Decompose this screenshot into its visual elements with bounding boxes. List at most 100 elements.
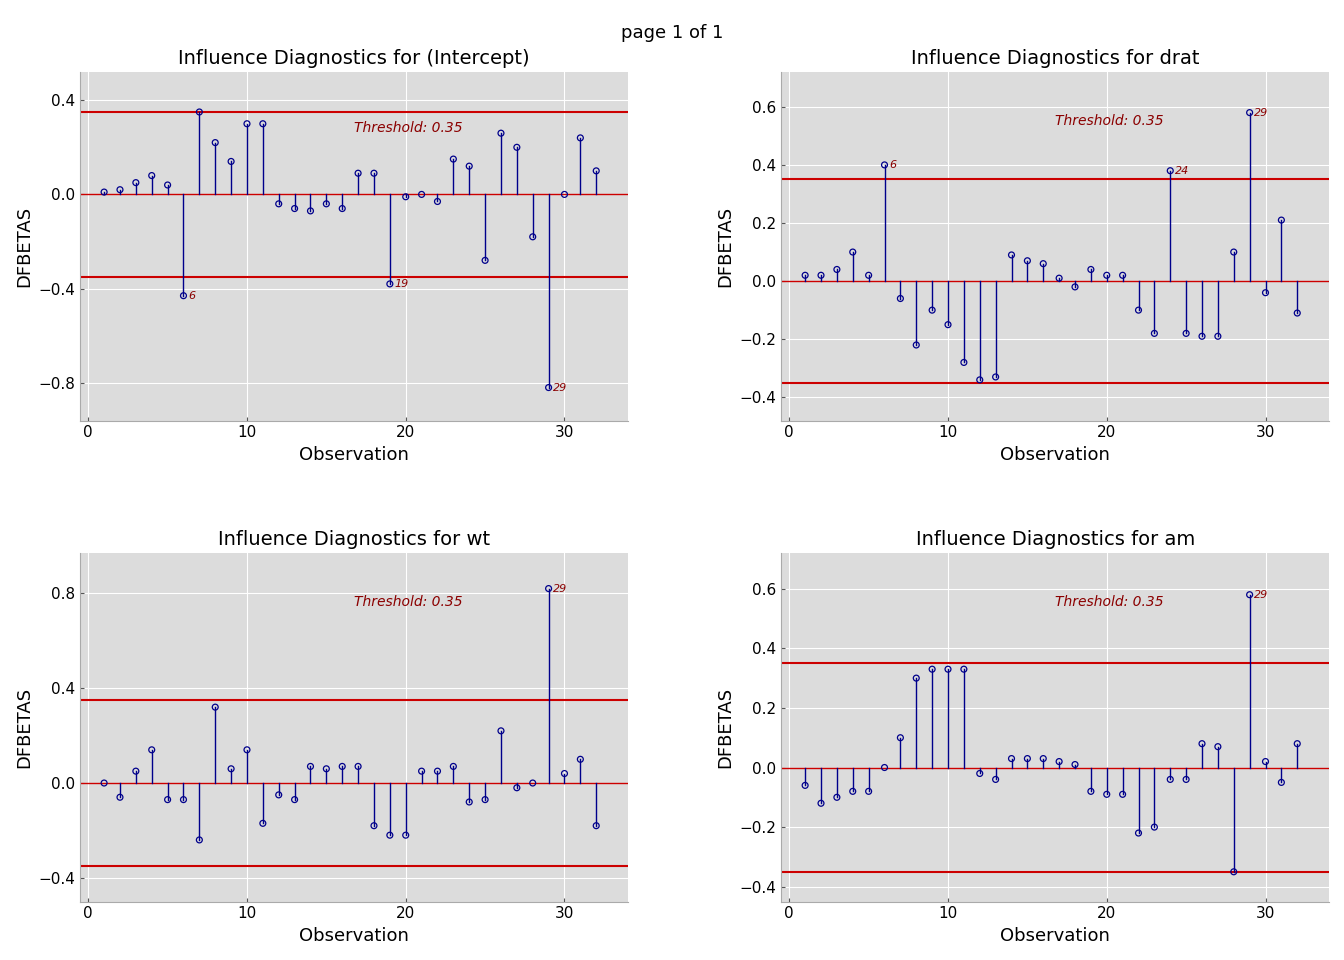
Point [953, 661, 974, 677]
Point [1286, 305, 1308, 321]
Point [554, 766, 575, 781]
X-axis label: Observation: Observation [300, 927, 409, 945]
Point [1081, 262, 1102, 277]
Point [237, 116, 258, 132]
Point [985, 772, 1007, 787]
Text: page 1 of 1: page 1 of 1 [621, 24, 723, 42]
Point [253, 116, 274, 132]
Point [316, 761, 337, 777]
Point [1239, 105, 1261, 120]
Point [841, 783, 863, 799]
Point [1048, 754, 1070, 769]
Point [570, 752, 591, 767]
Point [1223, 245, 1245, 260]
Title: Influence Diagnostics for wt: Influence Diagnostics for wt [218, 530, 491, 549]
Point [1016, 253, 1038, 269]
Point [841, 245, 863, 260]
Point [1064, 756, 1086, 772]
Point [1207, 328, 1228, 344]
Point [1207, 739, 1228, 755]
Point [491, 126, 512, 141]
Point [1128, 302, 1149, 318]
Point [906, 670, 927, 685]
Point [953, 355, 974, 371]
Y-axis label: DFBETAS: DFBETAS [716, 205, 734, 287]
Text: 29: 29 [1254, 589, 1269, 600]
Point [1160, 163, 1181, 179]
Point [810, 268, 832, 283]
Title: Influence Diagnostics for am: Influence Diagnostics for am [915, 530, 1195, 549]
X-axis label: Observation: Observation [1000, 446, 1110, 464]
Point [458, 794, 480, 809]
Point [985, 370, 1007, 385]
Point [204, 700, 226, 715]
Point [874, 759, 895, 775]
Point [427, 763, 449, 779]
Point [411, 763, 433, 779]
Point [458, 158, 480, 174]
Point [874, 157, 895, 173]
Point [300, 758, 321, 774]
Point [1001, 751, 1023, 766]
Point [507, 139, 528, 155]
Point [188, 105, 210, 120]
Point [538, 380, 559, 396]
Point [570, 131, 591, 146]
Point [1223, 864, 1245, 879]
Point [188, 832, 210, 848]
Point [491, 723, 512, 738]
Point [220, 154, 242, 169]
Point [586, 163, 607, 179]
Point [1144, 820, 1165, 835]
Point [141, 742, 163, 757]
Point [937, 661, 958, 677]
Point [1128, 826, 1149, 841]
Point [109, 789, 130, 804]
Point [1270, 775, 1292, 790]
Point [1032, 256, 1054, 272]
Point [347, 758, 368, 774]
Point [1095, 268, 1117, 283]
Text: Threshold: 0.35: Threshold: 0.35 [1055, 114, 1164, 128]
Y-axis label: DFBETAS: DFBETAS [15, 205, 34, 287]
Text: 6: 6 [188, 291, 195, 300]
Point [1160, 772, 1181, 787]
Point [827, 262, 848, 277]
Point [204, 135, 226, 151]
Point [969, 766, 991, 781]
Point [442, 758, 464, 774]
Point [538, 581, 559, 596]
Point [794, 268, 816, 283]
Point [1191, 736, 1212, 752]
Point [109, 182, 130, 198]
Point [332, 201, 353, 216]
Point [173, 288, 195, 303]
Point [125, 175, 146, 190]
Point [1001, 248, 1023, 263]
Text: Threshold: 0.35: Threshold: 0.35 [1055, 595, 1164, 609]
Point [521, 776, 543, 791]
Point [1081, 783, 1102, 799]
Point [857, 783, 879, 799]
Point [554, 187, 575, 203]
Point [922, 302, 943, 318]
Point [586, 818, 607, 833]
Point [125, 763, 146, 779]
Point [1286, 736, 1308, 752]
Text: 29: 29 [1254, 108, 1269, 118]
Point [395, 828, 417, 843]
Point [827, 790, 848, 805]
Point [363, 818, 384, 833]
Point [1064, 279, 1086, 295]
Point [1111, 268, 1133, 283]
Point [922, 661, 943, 677]
Point [794, 778, 816, 793]
Point [332, 758, 353, 774]
Point [411, 187, 433, 203]
Title: Influence Diagnostics for drat: Influence Diagnostics for drat [911, 49, 1199, 67]
Point [1255, 754, 1277, 769]
Point [1176, 772, 1198, 787]
Text: 19: 19 [395, 279, 409, 289]
Point [1095, 786, 1117, 802]
Point [237, 742, 258, 757]
